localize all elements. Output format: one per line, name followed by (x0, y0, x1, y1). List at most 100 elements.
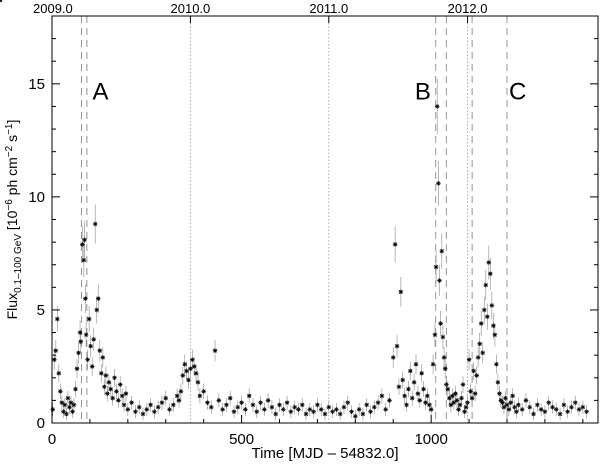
marker-stroke (569, 405, 574, 410)
data-point (584, 409, 589, 414)
data-point (243, 407, 248, 412)
data-point (337, 411, 343, 417)
flare-label: C (509, 79, 526, 106)
data-point (447, 395, 452, 401)
marker-stroke (462, 409, 467, 414)
marker-stroke (520, 407, 525, 412)
data-point (494, 361, 499, 367)
data-point (460, 382, 466, 387)
marker-stroke (531, 411, 536, 416)
marker-stroke (573, 400, 578, 405)
marker-stroke (91, 337, 96, 342)
data-point (186, 377, 191, 383)
marker-stroke (201, 389, 206, 394)
marker-stroke (437, 278, 442, 283)
marker-stroke (376, 400, 381, 405)
data-point (430, 361, 436, 367)
marker-stroke (491, 323, 496, 328)
data-point (459, 395, 464, 401)
marker-stroke (288, 409, 293, 414)
marker-stroke (379, 393, 384, 398)
marker-stroke (184, 369, 189, 373)
marker-stroke (76, 350, 81, 355)
data-point (448, 402, 454, 408)
data-point (152, 409, 157, 414)
marker-stroke (456, 407, 461, 412)
top-tick-label: 2012.0 (448, 1, 488, 16)
data-point (432, 332, 438, 338)
data-point (561, 402, 567, 408)
marker-stroke (539, 407, 544, 412)
data-point (334, 407, 339, 412)
data-point (220, 407, 225, 412)
data-point (489, 303, 495, 308)
data-point (318, 407, 324, 412)
data-point (205, 400, 210, 405)
marker-stroke (281, 407, 286, 412)
data-point (239, 400, 244, 405)
marker-stroke (180, 373, 185, 378)
marker-stroke (100, 355, 105, 360)
data-point (415, 391, 421, 396)
data-point (216, 398, 222, 403)
data-point (159, 400, 165, 405)
marker-stroke (498, 398, 503, 403)
data-point (441, 355, 447, 360)
data-point (546, 400, 552, 405)
marker-stroke (500, 400, 505, 405)
marker-stroke (402, 393, 407, 398)
data-point (417, 398, 423, 403)
marker-stroke (435, 104, 440, 109)
data-point (195, 379, 201, 385)
data-point (516, 402, 521, 408)
data-point (477, 341, 483, 347)
marker-stroke (482, 307, 487, 312)
marker-stroke (535, 402, 540, 407)
marker-stroke (436, 181, 441, 186)
marker-stroke (194, 371, 199, 376)
data-point (330, 409, 335, 414)
marker-stroke (87, 317, 92, 321)
data-point (580, 404, 586, 410)
data-point (50, 407, 56, 412)
y-axis-title-main: Flux (4, 293, 20, 319)
marker-stroke (400, 378, 405, 383)
marker-stroke (61, 409, 66, 414)
marker-stroke (464, 405, 469, 410)
data-point (235, 404, 241, 410)
data-point (82, 237, 87, 243)
marker-stroke (182, 362, 187, 367)
y-axis-title-exp2: −2 (4, 145, 15, 157)
data-point (364, 402, 370, 408)
marker-stroke (450, 393, 455, 398)
data-point (565, 409, 570, 414)
data-point (456, 407, 461, 412)
marker-stroke (64, 411, 69, 416)
marker-stroke (467, 357, 472, 362)
marker-stroke (52, 357, 57, 362)
marker-stroke (116, 398, 121, 403)
data-point (394, 343, 400, 349)
data-point (299, 402, 305, 408)
data-point (550, 404, 555, 410)
marker-stroke (480, 350, 485, 355)
marker-stroke (508, 400, 513, 405)
data-point (409, 395, 415, 401)
data-point (155, 404, 161, 410)
marker-stroke (163, 396, 168, 401)
marker-stroke (216, 398, 221, 403)
data-point (189, 357, 195, 362)
marker-stroke (190, 357, 195, 362)
marker-stroke (56, 371, 61, 376)
data-point (497, 391, 502, 396)
data-point (76, 350, 81, 356)
data-point (92, 221, 98, 227)
marker-stroke (451, 400, 456, 405)
data-point (89, 364, 95, 369)
data-point (463, 404, 469, 410)
marker-stroke (357, 407, 362, 412)
data-point (208, 404, 214, 410)
data-point (81, 257, 87, 263)
data-point (436, 181, 441, 186)
data-point (105, 391, 110, 396)
